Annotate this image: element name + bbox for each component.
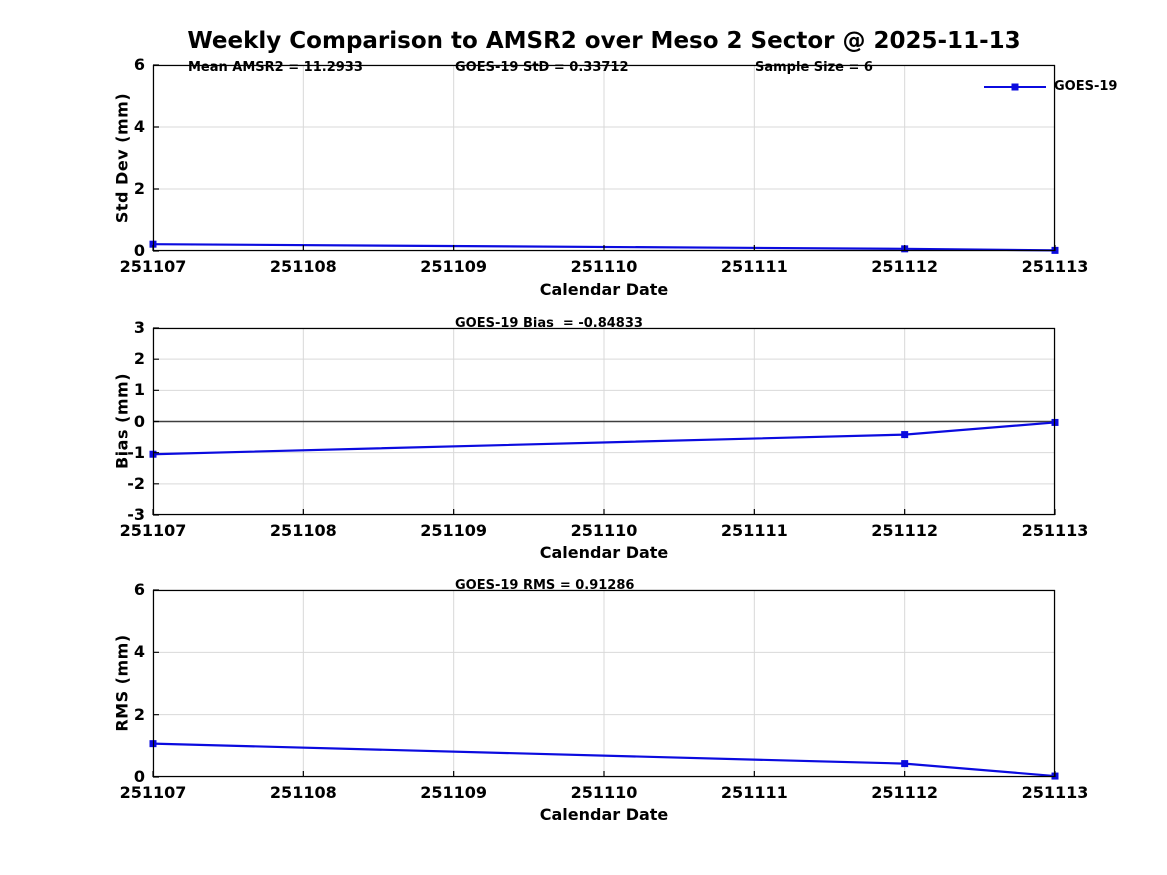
- x-tick-label: 251113: [1021, 521, 1089, 540]
- bias-plot-area: [149, 327, 1059, 516]
- rms-x-axis-label: Calendar Date: [539, 805, 669, 824]
- y-tick-label: 4: [133, 117, 145, 136]
- annotation-goes-rms: GOES-19 RMS = 0.91286: [455, 578, 635, 593]
- stddev-y-axis-label: Std Dev (mm): [112, 92, 132, 224]
- annotation-goes-bias: GOES-19 Bias = -0.84833: [455, 316, 643, 331]
- x-tick-label: 251113: [1021, 257, 1089, 276]
- rms-plot-area: [149, 589, 1059, 780]
- x-tick-label: 251109: [420, 783, 488, 802]
- y-tick-label: 2: [133, 349, 145, 369]
- x-tick-label: 251108: [269, 783, 337, 802]
- stddev-x-axis-label: Calendar Date: [539, 280, 669, 299]
- bias-x-axis-label: Calendar Date: [539, 543, 669, 562]
- y-tick-label: 1: [133, 380, 145, 400]
- legend: GOES-19: [984, 79, 1117, 94]
- x-tick-label: 251107: [119, 783, 187, 802]
- x-tick-label: 251109: [420, 521, 488, 540]
- annotation-sample-size: Sample Size = 6: [755, 60, 873, 75]
- x-tick-label: 251111: [720, 257, 788, 276]
- x-tick-label: 251110: [570, 257, 638, 276]
- legend-line-sample: [984, 83, 1046, 90]
- x-tick-label: 251112: [871, 257, 939, 276]
- x-tick-label: 251110: [570, 783, 638, 802]
- y-tick-label: 2: [133, 704, 145, 724]
- x-tick-label: 251107: [119, 521, 187, 540]
- figure-title: Weekly Comparison to AMSR2 over Meso 2 S…: [187, 28, 1021, 54]
- y-tick-label: 4: [133, 642, 145, 662]
- legend-square-marker-icon: [1011, 83, 1019, 90]
- stddev-plot-area: [149, 64, 1059, 254]
- y-tick-label: -2: [127, 473, 145, 493]
- x-tick-label: 251112: [871, 783, 939, 802]
- y-tick-label: 2: [133, 179, 145, 198]
- y-tick-label: 0: [133, 241, 145, 260]
- x-tick-label: 251108: [269, 257, 337, 276]
- y-tick-label: 0: [133, 411, 145, 431]
- legend-label: GOES-19: [1054, 79, 1118, 94]
- x-tick-label: 251113: [1021, 783, 1089, 802]
- x-tick-label: 251108: [269, 521, 337, 540]
- annotation-goes-std: GOES-19 StD = 0.33712: [455, 60, 629, 75]
- y-tick-label: -1: [127, 442, 145, 462]
- y-tick-label: 0: [133, 767, 145, 786]
- x-tick-label: 251107: [119, 257, 187, 276]
- x-tick-label: 251109: [420, 257, 488, 276]
- x-tick-label: 251111: [720, 783, 788, 802]
- y-tick-label: -3: [127, 505, 145, 524]
- x-tick-label: 251111: [720, 521, 788, 540]
- x-tick-label: 251110: [570, 521, 638, 540]
- y-tick-label: 6: [133, 55, 145, 74]
- x-tick-label: 251112: [871, 521, 939, 540]
- annotation-mean-amsr2: Mean AMSR2 = 11.2933: [188, 60, 363, 75]
- y-tick-label: 6: [133, 580, 145, 599]
- y-tick-label: 3: [133, 318, 145, 337]
